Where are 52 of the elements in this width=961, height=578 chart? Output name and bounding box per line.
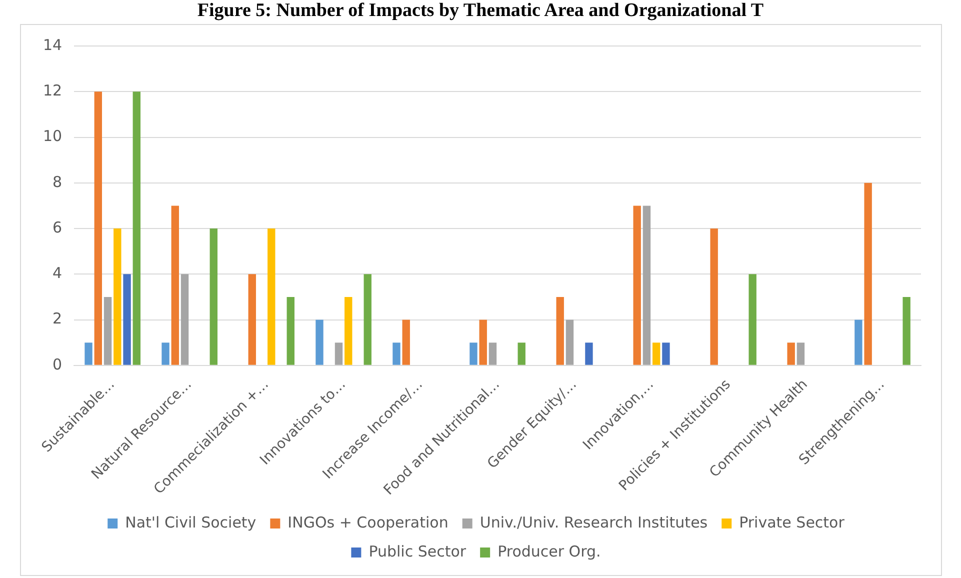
bar — [94, 92, 102, 365]
bar — [479, 320, 487, 365]
y-tick-label: 12 — [42, 82, 62, 100]
bar — [402, 320, 410, 365]
bar — [902, 296, 910, 365]
bar — [566, 320, 574, 365]
legend-label: Univ./Univ. Research Institutes — [480, 513, 708, 532]
bar — [334, 342, 343, 365]
bar — [248, 274, 256, 365]
legend-label: Private Sector — [739, 513, 846, 532]
bar — [268, 228, 276, 365]
bar — [787, 342, 795, 365]
bar — [316, 320, 324, 365]
legend-label: INGOs + Cooperation — [288, 513, 448, 532]
legend-label: Producer Org. — [498, 542, 601, 560]
bar — [642, 206, 651, 365]
bar — [210, 228, 218, 365]
bar — [364, 274, 372, 365]
bar — [556, 296, 564, 365]
bar — [104, 296, 112, 365]
y-tick-label: 10 — [42, 127, 62, 146]
legend-label: Public Sector — [368, 542, 467, 560]
bar — [633, 206, 641, 365]
bar — [854, 320, 862, 365]
bar — [470, 342, 478, 365]
bar — [710, 228, 718, 365]
legend-label: Nat'l Civil Society — [125, 513, 256, 532]
y-tick-label: 0 — [52, 355, 62, 374]
bar — [344, 296, 352, 365]
bar — [488, 342, 497, 365]
bar — [864, 182, 872, 365]
bar — [286, 296, 294, 365]
y-tick-label: 2 — [52, 310, 62, 328]
bar — [171, 206, 179, 365]
bar — [162, 342, 170, 365]
y-tick-label: 8 — [52, 172, 62, 191]
y-tick-label: 6 — [52, 218, 62, 236]
bar — [662, 342, 670, 365]
y-tick-label: 14 — [42, 36, 62, 54]
bar — [652, 342, 660, 365]
bar — [180, 274, 189, 365]
bar — [392, 342, 400, 365]
bar — [84, 342, 92, 365]
chart-title: Figure 5: Number of Impacts by Thematic Area and Organizational T — [196, 0, 765, 22]
bar — [132, 92, 140, 365]
bar — [748, 274, 756, 365]
y-tick-label: 4 — [52, 264, 62, 282]
bar — [114, 228, 122, 365]
bar — [796, 342, 805, 365]
bar — [585, 342, 593, 365]
bar — [123, 274, 131, 365]
bar — [518, 342, 526, 365]
